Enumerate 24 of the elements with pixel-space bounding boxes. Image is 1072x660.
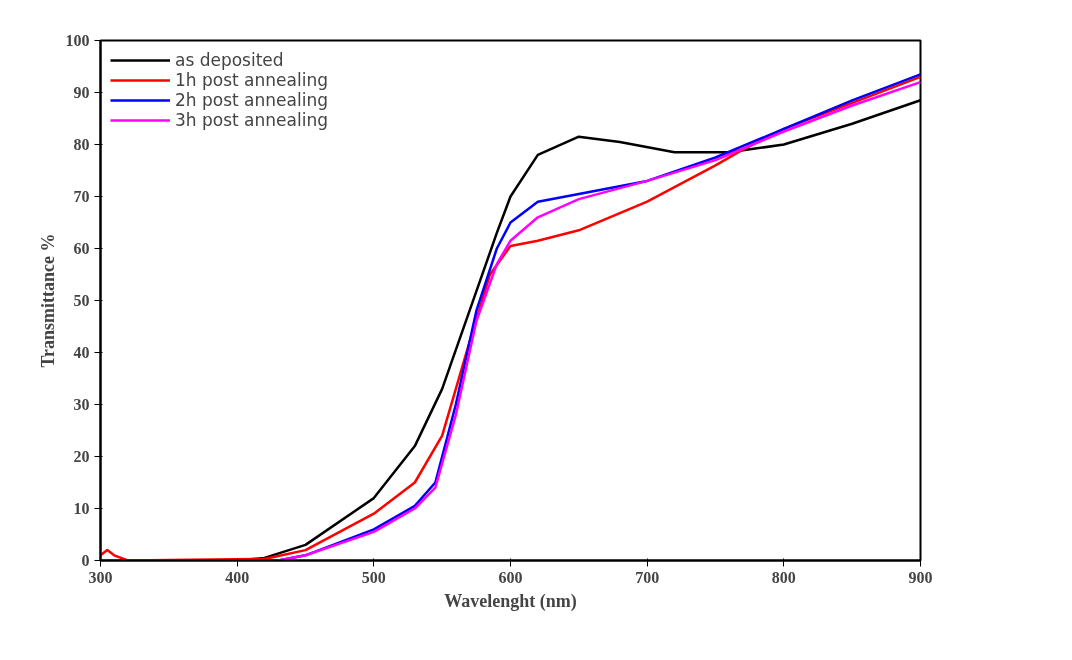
y-tick-label: 90	[73, 84, 90, 101]
y-tick-label: 80	[73, 136, 90, 153]
legend-label: 2h post annealing	[175, 90, 328, 110]
legend-label: 1h post annealing	[175, 70, 328, 90]
x-tick-label: 500	[361, 568, 386, 586]
x-tick-label: 700	[635, 568, 660, 586]
x-axis-title: Wavelenght (nm)	[444, 590, 577, 612]
legend-label: as deposited	[175, 50, 284, 70]
y-tick-label: 70	[73, 188, 90, 205]
x-tick-label: 300	[88, 568, 113, 586]
legend-label: 3h post annealing	[175, 110, 328, 130]
x-tick-label: 800	[771, 568, 796, 586]
x-tick-label: 400	[225, 568, 250, 586]
y-tick-label: 20	[73, 448, 90, 465]
y-tick-label: 40	[73, 344, 90, 361]
y-tick-label: 10	[73, 500, 90, 517]
y-tick-label: 60	[73, 240, 90, 257]
y-tick-label: 30	[73, 396, 90, 413]
y-tick-label: 50	[73, 292, 90, 309]
y-tick-label: 100	[65, 32, 90, 49]
y-tick-label: 0	[81, 552, 90, 569]
x-tick-label: 600	[498, 568, 523, 586]
x-tick-label: 900	[908, 568, 933, 586]
y-axis-title: Transmittance %	[37, 233, 58, 368]
